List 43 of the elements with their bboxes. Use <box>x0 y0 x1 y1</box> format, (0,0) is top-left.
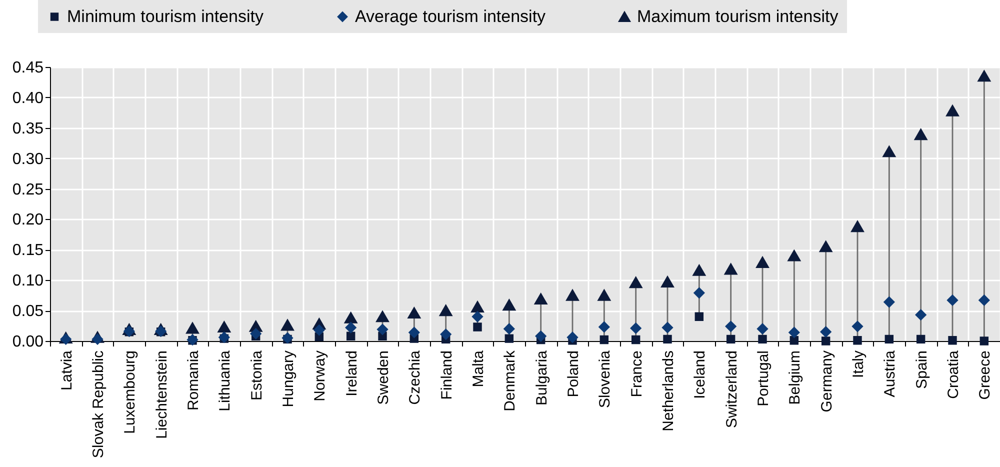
x-tick-label: Czechia <box>406 350 424 405</box>
y-tick-label: 0.05 <box>12 303 44 320</box>
x-tick-label: Belgium <box>786 350 804 405</box>
x-tick-label: Germany <box>818 350 836 412</box>
x-tick-label: Ireland <box>343 350 360 396</box>
y-tick-label: 0.25 <box>12 181 44 198</box>
x-tick-label: Netherlands <box>660 350 677 432</box>
y-tick-label: 0.40 <box>12 90 44 107</box>
x-tick-label: Greece <box>976 350 994 400</box>
x-tick-label: Luxembourg <box>122 350 139 434</box>
x-tick-label: Switzerland <box>723 350 740 428</box>
x-tick-label: Romania <box>185 350 202 411</box>
x-tick-label: France <box>628 350 646 398</box>
x-tick-label: Poland <box>565 350 582 398</box>
legend-label: Minimum tourism intensity <box>67 6 264 26</box>
x-tick-label: Hungary <box>280 350 297 408</box>
x-tick-label: Lithuania <box>216 350 234 412</box>
x-tick-label: Latvia <box>58 350 76 391</box>
x-tick-label: Iceland <box>692 350 709 399</box>
legend-label: Maximum tourism intensity <box>637 6 839 26</box>
y-tick-label: 0.35 <box>12 120 44 138</box>
y-tick-label: 0.45 <box>12 60 44 76</box>
legend-label: Average tourism intensity <box>355 6 546 26</box>
x-tick-label: Spain <box>913 350 930 389</box>
y-tick-label: 0.15 <box>12 242 44 260</box>
y-tick-label: 0.30 <box>12 150 44 168</box>
x-tick-label: Norway <box>312 350 329 402</box>
y-tick-label: 0.10 <box>12 272 44 290</box>
y-tick-label: 0.00 <box>12 334 44 350</box>
x-tick-label: Liechtenstein <box>153 350 170 439</box>
y-tick-label: 0.20 <box>12 212 44 229</box>
x-tick-label: Austria <box>882 350 899 398</box>
x-tick-label: Slovak Republic <box>90 350 107 458</box>
x-tick-label: Sweden <box>375 350 392 405</box>
x-tick-label: Italy <box>850 350 867 378</box>
x-tick-label: Bulgaria <box>533 350 550 406</box>
x-tick-label: Finland <box>438 350 456 400</box>
x-tick-label: Estonia <box>248 350 266 401</box>
x-tick-label: Denmark <box>502 350 519 412</box>
x-tick-label: Slovenia <box>596 350 614 408</box>
x-tick-label: Portugal <box>755 350 772 406</box>
x-tick-label: Malta <box>470 350 487 388</box>
x-tick-label: Croatia <box>945 350 962 399</box>
